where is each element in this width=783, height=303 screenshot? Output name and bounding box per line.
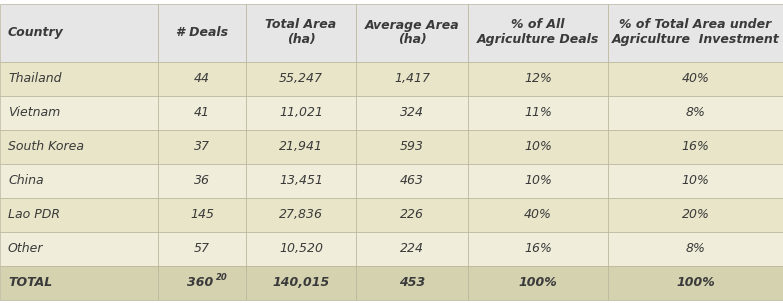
Text: 44: 44 bbox=[194, 72, 210, 85]
Text: 37: 37 bbox=[194, 140, 210, 153]
Bar bbox=[356, 265, 468, 299]
Bar bbox=[0, 164, 158, 198]
Bar bbox=[158, 4, 246, 62]
Bar bbox=[608, 265, 783, 299]
Text: Lao PDR: Lao PDR bbox=[8, 208, 60, 221]
Text: 593: 593 bbox=[400, 140, 424, 153]
Bar bbox=[158, 95, 246, 129]
Text: 13,451: 13,451 bbox=[279, 174, 323, 187]
Bar bbox=[158, 164, 246, 198]
Text: 20: 20 bbox=[216, 273, 228, 282]
Text: 145: 145 bbox=[190, 208, 214, 221]
Bar bbox=[246, 4, 356, 62]
Bar bbox=[158, 62, 246, 95]
Bar bbox=[356, 198, 468, 231]
Text: 10%: 10% bbox=[524, 140, 552, 153]
Text: Thailand: Thailand bbox=[8, 72, 62, 85]
Bar bbox=[608, 164, 783, 198]
Text: 226: 226 bbox=[400, 208, 424, 221]
Text: South Korea: South Korea bbox=[8, 140, 84, 153]
Bar bbox=[246, 198, 356, 231]
Bar bbox=[468, 198, 608, 231]
Bar bbox=[246, 95, 356, 129]
Text: 55,247: 55,247 bbox=[279, 72, 323, 85]
Bar bbox=[468, 129, 608, 164]
Text: TOTAL: TOTAL bbox=[8, 276, 52, 289]
Text: 20%: 20% bbox=[681, 208, 709, 221]
Text: % of All
Agriculture Deals: % of All Agriculture Deals bbox=[477, 18, 599, 46]
Text: 57: 57 bbox=[194, 242, 210, 255]
Bar bbox=[356, 231, 468, 265]
Text: 16%: 16% bbox=[524, 242, 552, 255]
Text: 36: 36 bbox=[194, 174, 210, 187]
Bar bbox=[0, 265, 158, 299]
Text: 224: 224 bbox=[400, 242, 424, 255]
Text: 41: 41 bbox=[194, 106, 210, 119]
Text: Country: Country bbox=[8, 26, 63, 39]
Bar bbox=[608, 62, 783, 95]
Bar bbox=[246, 62, 356, 95]
Bar bbox=[0, 62, 158, 95]
Text: 100%: 100% bbox=[677, 276, 715, 289]
Bar bbox=[356, 129, 468, 164]
Text: 10,520: 10,520 bbox=[279, 242, 323, 255]
Bar bbox=[608, 4, 783, 62]
Bar bbox=[608, 95, 783, 129]
Bar bbox=[246, 129, 356, 164]
Text: 11%: 11% bbox=[524, 106, 552, 119]
Text: 21,941: 21,941 bbox=[279, 140, 323, 153]
Text: 100%: 100% bbox=[518, 276, 557, 289]
Text: 40%: 40% bbox=[524, 208, 552, 221]
Bar bbox=[468, 231, 608, 265]
Bar bbox=[468, 164, 608, 198]
Bar bbox=[0, 231, 158, 265]
Text: 1,417: 1,417 bbox=[394, 72, 430, 85]
Bar bbox=[246, 265, 356, 299]
Text: 12%: 12% bbox=[524, 72, 552, 85]
Bar bbox=[356, 4, 468, 62]
Bar bbox=[468, 95, 608, 129]
Bar bbox=[356, 164, 468, 198]
Text: 463: 463 bbox=[400, 174, 424, 187]
Bar bbox=[468, 4, 608, 62]
Bar bbox=[158, 265, 246, 299]
Bar bbox=[608, 129, 783, 164]
Text: Other: Other bbox=[8, 242, 44, 255]
Text: 360: 360 bbox=[187, 276, 213, 289]
Text: Total Area
(ha): Total Area (ha) bbox=[265, 18, 337, 46]
Text: 10%: 10% bbox=[681, 174, 709, 187]
Bar bbox=[158, 129, 246, 164]
Bar bbox=[468, 265, 608, 299]
Text: 11,021: 11,021 bbox=[279, 106, 323, 119]
Bar bbox=[158, 198, 246, 231]
Bar bbox=[0, 198, 158, 231]
Text: Average Area
(ha): Average Area (ha) bbox=[365, 18, 460, 46]
Bar bbox=[356, 62, 468, 95]
Bar bbox=[246, 231, 356, 265]
Text: 10%: 10% bbox=[524, 174, 552, 187]
Text: 16%: 16% bbox=[681, 140, 709, 153]
Bar bbox=[246, 164, 356, 198]
Text: 8%: 8% bbox=[686, 106, 705, 119]
Bar bbox=[158, 231, 246, 265]
Bar bbox=[0, 95, 158, 129]
Text: 27,836: 27,836 bbox=[279, 208, 323, 221]
Bar bbox=[608, 198, 783, 231]
Bar bbox=[0, 4, 158, 62]
Text: 140,015: 140,015 bbox=[272, 276, 330, 289]
Text: China: China bbox=[8, 174, 44, 187]
Bar bbox=[468, 62, 608, 95]
Text: 453: 453 bbox=[399, 276, 425, 289]
Bar bbox=[0, 129, 158, 164]
Text: 8%: 8% bbox=[686, 242, 705, 255]
Text: % of Total Area under
Agriculture  Investment: % of Total Area under Agriculture Invest… bbox=[612, 18, 779, 46]
Text: Vietnam: Vietnam bbox=[8, 106, 60, 119]
Text: 324: 324 bbox=[400, 106, 424, 119]
Text: 40%: 40% bbox=[681, 72, 709, 85]
Bar bbox=[356, 95, 468, 129]
Text: # Deals: # Deals bbox=[176, 26, 228, 39]
Bar bbox=[608, 231, 783, 265]
